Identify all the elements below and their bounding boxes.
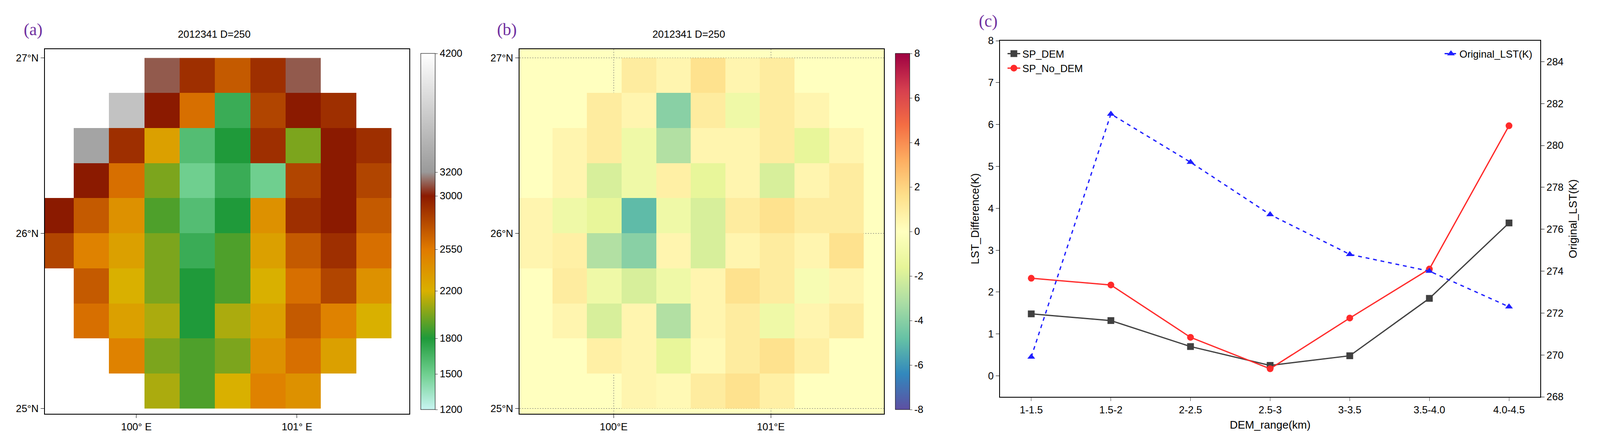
svg-text:-8: -8 bbox=[914, 403, 924, 415]
svg-text:4: 4 bbox=[914, 136, 920, 148]
svg-text:100°E: 100°E bbox=[600, 420, 628, 433]
svg-text:27°N: 27°N bbox=[490, 52, 514, 64]
svg-text:-6: -6 bbox=[914, 358, 924, 371]
svg-text:SP_DEM: SP_DEM bbox=[1022, 48, 1065, 60]
svg-text:-4: -4 bbox=[914, 314, 924, 326]
svg-text:1500: 1500 bbox=[439, 367, 463, 380]
svg-text:25°N: 25°N bbox=[16, 402, 39, 414]
svg-text:2012341 D=250: 2012341 D=250 bbox=[652, 28, 726, 40]
svg-text:8: 8 bbox=[914, 47, 920, 59]
svg-text:3: 3 bbox=[988, 244, 994, 256]
svg-text:1-1.5: 1-1.5 bbox=[1019, 403, 1043, 416]
svg-text:101° E: 101° E bbox=[281, 420, 313, 433]
svg-text:282: 282 bbox=[1546, 97, 1564, 110]
svg-text:(b): (b) bbox=[497, 19, 517, 39]
svg-text:27°N: 27°N bbox=[16, 52, 39, 64]
svg-text:DEM_range(km): DEM_range(km) bbox=[1229, 418, 1311, 431]
svg-text:0: 0 bbox=[914, 225, 920, 237]
svg-text:276: 276 bbox=[1546, 223, 1564, 235]
svg-text:3.5-4.0: 3.5-4.0 bbox=[1413, 403, 1446, 416]
svg-text:284: 284 bbox=[1546, 55, 1564, 68]
svg-text:101°E: 101°E bbox=[756, 420, 785, 433]
svg-text:LST_Difference(K): LST_Difference(K) bbox=[968, 173, 982, 265]
svg-text:3200: 3200 bbox=[439, 166, 463, 178]
svg-text:8: 8 bbox=[988, 34, 994, 47]
svg-text:2: 2 bbox=[914, 180, 920, 193]
svg-text:7: 7 bbox=[988, 76, 994, 89]
svg-text:3-3.5: 3-3.5 bbox=[1338, 403, 1362, 416]
svg-text:2550: 2550 bbox=[439, 243, 463, 255]
svg-text:268: 268 bbox=[1546, 390, 1564, 403]
svg-text:(c): (c) bbox=[978, 11, 998, 31]
svg-text:2: 2 bbox=[988, 286, 994, 298]
svg-text:274: 274 bbox=[1546, 265, 1564, 277]
svg-text:Original_LST(K): Original_LST(K) bbox=[1459, 48, 1533, 60]
svg-text:2012341 D=250: 2012341 D=250 bbox=[177, 28, 251, 40]
svg-text:(a): (a) bbox=[23, 19, 43, 39]
svg-text:SP_No_DEM: SP_No_DEM bbox=[1022, 62, 1084, 75]
svg-text:1800: 1800 bbox=[439, 332, 463, 344]
svg-text:-2: -2 bbox=[914, 269, 924, 282]
svg-text:280: 280 bbox=[1546, 139, 1564, 151]
svg-text:1.5-2: 1.5-2 bbox=[1099, 403, 1123, 416]
svg-text:26°N: 26°N bbox=[490, 227, 514, 239]
svg-text:4: 4 bbox=[988, 202, 994, 214]
svg-text:4.0-4.5: 4.0-4.5 bbox=[1493, 403, 1525, 416]
svg-text:26°N: 26°N bbox=[16, 227, 39, 239]
svg-text:0: 0 bbox=[988, 369, 994, 382]
svg-text:6: 6 bbox=[988, 118, 994, 131]
svg-text:1: 1 bbox=[988, 327, 994, 340]
svg-text:100° E: 100° E bbox=[121, 420, 152, 433]
svg-text:3000: 3000 bbox=[439, 189, 463, 202]
svg-text:4200: 4200 bbox=[439, 47, 463, 59]
svg-text:270: 270 bbox=[1546, 349, 1564, 361]
svg-text:2.5-3: 2.5-3 bbox=[1258, 403, 1282, 416]
svg-text:278: 278 bbox=[1546, 181, 1564, 193]
svg-text:6: 6 bbox=[914, 91, 920, 104]
svg-text:5: 5 bbox=[988, 160, 994, 173]
svg-text:2-2.5: 2-2.5 bbox=[1178, 403, 1203, 416]
svg-text:2200: 2200 bbox=[439, 284, 463, 297]
svg-text:1200: 1200 bbox=[439, 403, 463, 415]
svg-text:272: 272 bbox=[1546, 307, 1564, 319]
svg-text:Original_LST(K): Original_LST(K) bbox=[1566, 179, 1580, 259]
svg-text:25°N: 25°N bbox=[490, 402, 514, 414]
